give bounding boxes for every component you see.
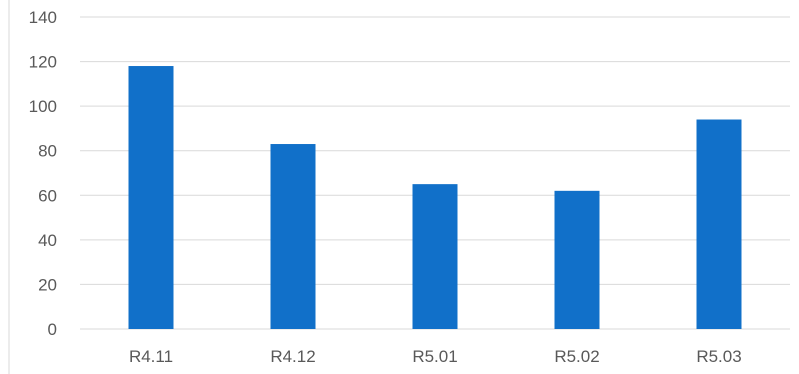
bars: [128, 66, 742, 330]
x-tick-label: R5.02: [554, 347, 599, 366]
y-tick-label: 120: [29, 53, 57, 72]
bar-R4.11: [128, 66, 174, 330]
bar-R5.03: [696, 119, 742, 329]
x-tick-label: R5.03: [696, 347, 741, 366]
y-tick-label: 80: [38, 142, 57, 161]
x-tick-label: R4.11: [129, 347, 173, 366]
y-tick-label: 20: [38, 275, 57, 294]
x-axis-tick-labels: R4.11 R4.12 R5.01 R5.02 R5.03: [129, 347, 742, 366]
bar-R4.12: [270, 144, 316, 329]
y-tick-label: 100: [29, 97, 57, 116]
y-tick-label: 140: [29, 8, 57, 27]
y-tick-label: 40: [38, 231, 57, 250]
bar-R5.01: [412, 184, 458, 329]
x-tick-label: R5.01: [412, 347, 457, 366]
y-tick-label: 0: [48, 320, 57, 339]
y-tick-label: 60: [38, 186, 57, 205]
bar-R5.02: [554, 190, 600, 329]
x-tick-label: R4.12: [270, 347, 315, 366]
y-axis-tick-labels: 0 20 40 60 80 100 120 140: [29, 8, 57, 339]
